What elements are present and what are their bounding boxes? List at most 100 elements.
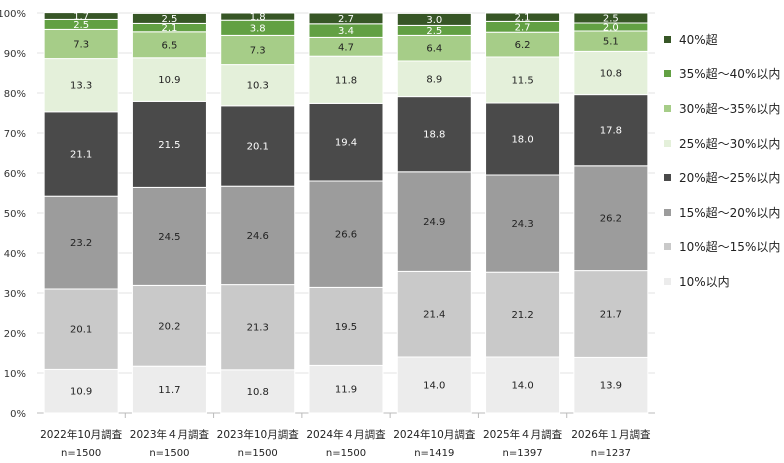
legend-swatch bbox=[664, 35, 671, 43]
data-label: 6.5 bbox=[161, 40, 177, 51]
y-tick-label: 90% bbox=[4, 49, 26, 60]
bar-segment bbox=[131, 100, 207, 188]
data-label: 21.2 bbox=[511, 310, 533, 321]
bar-segment bbox=[485, 174, 561, 273]
bar-segment bbox=[220, 185, 296, 286]
legend-swatch bbox=[664, 139, 671, 147]
legend-swatch bbox=[664, 208, 671, 216]
bar-segment bbox=[131, 31, 207, 59]
data-label: 21.4 bbox=[423, 310, 445, 321]
y-tick-label: 100% bbox=[0, 9, 26, 20]
data-label: 23.2 bbox=[70, 238, 92, 249]
bar-segment bbox=[485, 356, 561, 414]
y-tick-label: 0% bbox=[10, 409, 26, 420]
data-label: 20.1 bbox=[247, 142, 269, 153]
data-label: 24.9 bbox=[423, 217, 445, 228]
x-tick-label: 2024年４月調査 bbox=[306, 428, 386, 441]
data-label: 19.4 bbox=[335, 138, 357, 149]
data-label: 1.7 bbox=[73, 12, 89, 23]
data-label: 5.1 bbox=[603, 37, 619, 48]
data-label: 11.8 bbox=[335, 75, 357, 86]
y-tick-label: 10% bbox=[4, 369, 26, 380]
bar-segment bbox=[131, 365, 207, 414]
bar-segment bbox=[131, 186, 207, 286]
data-label: 19.5 bbox=[335, 322, 357, 333]
data-label: 10.9 bbox=[158, 75, 180, 86]
y-tick-label: 40% bbox=[4, 249, 26, 260]
data-label: 7.3 bbox=[73, 40, 89, 51]
legend-swatch bbox=[664, 277, 671, 285]
x-tick-label: 2022年10月調査 bbox=[40, 428, 123, 441]
data-label: 11.7 bbox=[158, 385, 180, 396]
bar-segment bbox=[396, 171, 472, 272]
data-label: 18.8 bbox=[423, 130, 445, 141]
data-label: 2.0 bbox=[603, 23, 619, 34]
data-label: 3.0 bbox=[426, 15, 442, 26]
legend-label: 10%超～15%以内 bbox=[679, 240, 781, 255]
sample-size-label: n=1237 bbox=[591, 448, 631, 459]
data-label: 11.9 bbox=[335, 385, 357, 396]
bar-segment bbox=[131, 284, 207, 367]
bar-segment bbox=[308, 102, 384, 182]
bar-segment bbox=[573, 94, 649, 167]
legend-item: 25%超～30%以内 bbox=[664, 126, 780, 161]
data-label: 24.3 bbox=[511, 219, 533, 230]
x-tick-label: 2023年４月調査 bbox=[130, 428, 210, 441]
data-label: 2.5 bbox=[73, 20, 89, 31]
legend-swatch bbox=[664, 70, 671, 78]
bar-segment bbox=[485, 56, 561, 104]
bar-segment bbox=[43, 12, 119, 20]
data-label: 17.8 bbox=[600, 126, 622, 137]
bar-segment bbox=[396, 96, 472, 173]
bar-segment bbox=[308, 364, 384, 414]
data-label: 10.3 bbox=[247, 81, 269, 92]
data-label: 2.7 bbox=[338, 14, 354, 25]
legend-item: 35%超～40%以内 bbox=[664, 57, 780, 92]
bar-segment bbox=[308, 286, 384, 366]
legend-label: 35%超～40%以内 bbox=[679, 67, 781, 82]
bar-segment bbox=[43, 368, 119, 414]
sample-size-label: n=1500 bbox=[149, 448, 189, 459]
data-label: 20.1 bbox=[70, 325, 92, 336]
bar-segment bbox=[485, 102, 561, 176]
y-tick-label: 70% bbox=[4, 129, 26, 140]
data-label: 6.4 bbox=[426, 44, 442, 55]
data-label: 20.2 bbox=[158, 321, 180, 332]
bar-segment bbox=[220, 12, 296, 21]
legend-item: 30%超～35%以内 bbox=[664, 91, 780, 126]
bar-segment bbox=[573, 12, 649, 24]
legend-item: 10%超～15%以内 bbox=[664, 230, 780, 265]
data-label: 3.4 bbox=[338, 26, 354, 37]
bar-segment bbox=[485, 12, 561, 22]
data-label: 21.7 bbox=[600, 310, 622, 321]
sample-size-label: n=1500 bbox=[238, 448, 278, 459]
bar-segment bbox=[131, 57, 207, 102]
data-label: 7.3 bbox=[250, 46, 266, 57]
legend-label: 20%超～25%以内 bbox=[679, 171, 781, 186]
bar-segment bbox=[396, 270, 472, 358]
bar-segment bbox=[220, 34, 296, 66]
data-label: 24.6 bbox=[247, 231, 269, 242]
legend-item: 20%超～25%以内 bbox=[664, 160, 780, 195]
legend-swatch bbox=[664, 243, 671, 251]
data-label: 21.3 bbox=[247, 323, 269, 334]
legend-label: 25%超～30%以内 bbox=[679, 136, 781, 151]
y-tick-label: 20% bbox=[4, 329, 26, 340]
sample-size-label: n=1397 bbox=[502, 448, 542, 459]
bar-segment bbox=[485, 271, 561, 358]
bar-segment bbox=[573, 270, 649, 358]
bar-segment bbox=[220, 284, 296, 371]
legend-label: 40%超 bbox=[679, 32, 718, 47]
y-tick-label: 50% bbox=[4, 209, 26, 220]
bar-segment bbox=[308, 12, 384, 25]
data-label: 4.7 bbox=[338, 42, 354, 53]
bar-segment bbox=[43, 288, 119, 370]
x-tick-label: 2026年１月調査 bbox=[571, 428, 651, 441]
legend-swatch bbox=[664, 104, 671, 112]
legend-item: 40%超 bbox=[664, 22, 780, 57]
legend: 40%超 35%超～40%以内 30%超～35%以内 25%超～30%以内 20%超～2… bbox=[664, 22, 780, 299]
bar-segment bbox=[308, 55, 384, 104]
data-label: 11.5 bbox=[511, 76, 533, 87]
sample-size-label: n=1500 bbox=[326, 448, 366, 459]
